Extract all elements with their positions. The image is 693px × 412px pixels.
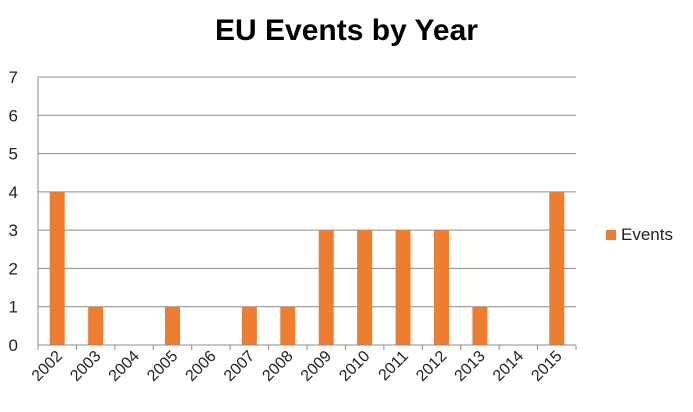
bar-2005 (165, 306, 180, 345)
bar-2011 (395, 230, 411, 345)
gridlines (38, 76, 576, 308)
x-tick-label: 2004 (106, 348, 143, 385)
bar-2008 (280, 306, 296, 345)
x-tick-label: 2007 (221, 348, 258, 385)
bar-2007 (241, 306, 257, 345)
y-tick-label: 7 (9, 68, 18, 87)
x-tick-label: 2008 (259, 348, 296, 385)
bar-series (49, 191, 565, 345)
legend: Events (606, 225, 673, 245)
bar-2003 (88, 306, 104, 345)
bar-2010 (357, 230, 373, 345)
bar-2015 (549, 191, 565, 345)
chart-title: EU Events by Year (215, 14, 478, 47)
x-tick-label: 2010 (336, 348, 373, 385)
bar-2009 (318, 230, 334, 345)
axes (37, 77, 577, 350)
y-axis-tick-labels: 0 1 2 3 4 5 6 7 (9, 68, 18, 355)
x-tick-label: 2015 (528, 348, 565, 385)
x-tick-label: 2002 (29, 348, 66, 385)
x-tick-label: 2014 (490, 348, 527, 385)
bar-2012 (434, 230, 449, 345)
x-axis-tick-labels: 2002 2003 2004 2005 2006 2007 2008 2009 2010 2011… (29, 348, 566, 385)
x-tick-label: 2012 (413, 348, 450, 385)
bar-2002 (49, 191, 65, 345)
y-tick-label: 5 (9, 145, 18, 164)
bar-2013 (472, 306, 488, 345)
x-tick-label: 2013 (452, 348, 489, 385)
x-tick-label: 2006 (183, 348, 220, 385)
x-tick-label: 2011 (376, 348, 412, 384)
y-tick-label: 6 (9, 106, 18, 125)
x-tick-label: 2009 (298, 348, 335, 385)
y-tick-label: 1 (9, 298, 18, 317)
y-tick-label: 2 (9, 259, 18, 278)
x-tick-label: 2003 (67, 348, 104, 385)
legend-label-events: Events (621, 225, 673, 244)
y-tick-label: 0 (9, 336, 18, 355)
legend-swatch-events (606, 230, 616, 240)
x-tick-label: 2005 (144, 348, 181, 385)
y-tick-label: 4 (9, 183, 18, 202)
y-tick-label: 3 (9, 221, 18, 240)
